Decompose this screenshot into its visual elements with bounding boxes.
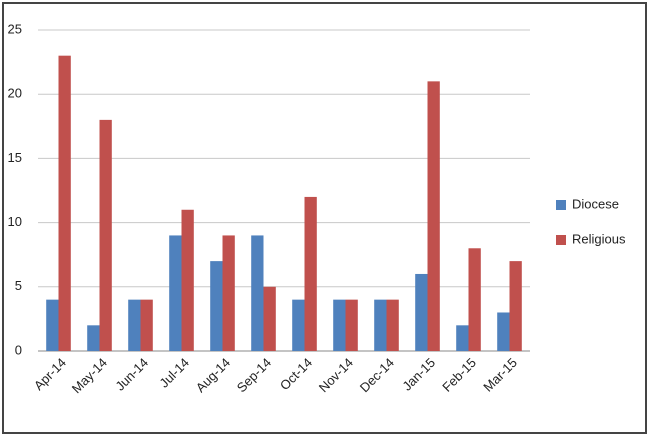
bar bbox=[386, 299, 399, 351]
bar bbox=[374, 299, 387, 351]
bar bbox=[169, 235, 182, 351]
bar bbox=[99, 119, 112, 351]
bar bbox=[140, 299, 153, 351]
bar bbox=[497, 312, 510, 351]
bar bbox=[58, 55, 71, 352]
bar bbox=[251, 235, 264, 351]
bar bbox=[468, 248, 481, 351]
bar bbox=[427, 81, 440, 352]
legend-label: Diocese bbox=[572, 196, 619, 211]
y-tick-label: 20 bbox=[8, 86, 22, 101]
bar bbox=[345, 299, 358, 351]
bar bbox=[415, 273, 428, 351]
bar bbox=[222, 235, 235, 351]
y-tick-label: 25 bbox=[8, 21, 22, 36]
bar bbox=[128, 299, 141, 351]
y-tick-label: 5 bbox=[15, 278, 22, 293]
legend-label: Religious bbox=[572, 231, 626, 246]
bar bbox=[456, 325, 469, 351]
y-tick-label: 10 bbox=[8, 214, 22, 229]
legend-swatch bbox=[556, 200, 566, 210]
bar bbox=[181, 209, 194, 351]
y-tick-label: 15 bbox=[8, 150, 22, 165]
bar bbox=[292, 299, 305, 351]
bar bbox=[263, 286, 276, 351]
bar bbox=[210, 261, 223, 351]
legend-swatch bbox=[556, 235, 566, 245]
bar bbox=[509, 261, 522, 351]
bar bbox=[333, 299, 346, 351]
bar bbox=[87, 325, 100, 351]
y-tick-label: 0 bbox=[15, 342, 22, 357]
bar bbox=[46, 299, 59, 351]
bar bbox=[304, 196, 317, 351]
